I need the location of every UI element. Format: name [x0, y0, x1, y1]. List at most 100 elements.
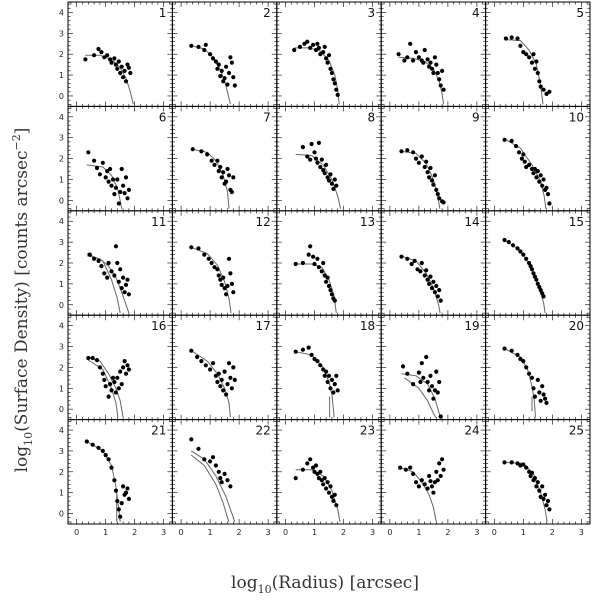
data-point: [425, 57, 430, 62]
y-axis-label: log10(Surface Density) [counts arcsec−2]: [10, 128, 35, 473]
data-point: [118, 189, 123, 195]
panel-frame: [171, 1, 278, 107]
data-point: [116, 386, 121, 391]
data-point: [541, 294, 546, 299]
panel-20: 20: [485, 314, 591, 421]
data-point: [229, 189, 234, 195]
data-point: [428, 274, 433, 279]
data-point: [218, 74, 223, 79]
data-point: [212, 265, 217, 270]
data-point: [110, 375, 116, 380]
data-point: [118, 514, 123, 519]
data-point: [431, 70, 436, 76]
data-point: [516, 150, 522, 155]
data-point: [415, 267, 420, 272]
data-point: [541, 177, 546, 182]
data-point: [524, 52, 529, 57]
data-point: [434, 469, 439, 474]
y-tick-label: 2: [59, 363, 64, 372]
data-point: [437, 196, 442, 201]
data-point: [113, 185, 118, 190]
model-curve: [399, 467, 437, 522]
data-point: [105, 53, 110, 58]
data-point: [329, 292, 334, 297]
data-point: [528, 264, 533, 269]
data-point: [315, 471, 320, 476]
x-tick-label: 2: [341, 528, 346, 537]
x-tick-label: 3: [474, 528, 479, 537]
data-point: [544, 91, 549, 96]
data-point: [529, 166, 535, 172]
y-axis-label-post: ]: [12, 128, 32, 135]
data-point: [429, 484, 435, 489]
data-point: [328, 288, 333, 293]
data-point: [232, 83, 237, 88]
data-point: [331, 186, 336, 191]
data-point: [437, 77, 442, 82]
data-point: [541, 496, 546, 501]
data-point: [432, 388, 437, 393]
data-point: [105, 169, 110, 174]
data-point: [119, 501, 124, 506]
data-point: [313, 463, 319, 468]
data-point: [427, 388, 432, 393]
data-point: [425, 277, 430, 282]
data-point: [121, 275, 126, 280]
data-point: [319, 269, 324, 274]
data-point: [329, 70, 334, 76]
y-tick-label: 2: [59, 259, 64, 268]
data-point: [441, 87, 446, 92]
x-tick-label: 2: [550, 528, 555, 537]
data-point: [424, 268, 429, 273]
data-point: [427, 64, 432, 69]
data-point: [318, 363, 323, 368]
data-point: [309, 352, 314, 357]
panel-18: 18: [276, 314, 382, 421]
data-point: [419, 260, 424, 266]
data-point: [541, 392, 546, 397]
data-point: [228, 55, 233, 60]
data-point: [300, 467, 305, 472]
data-point: [100, 371, 105, 376]
data-point: [547, 507, 552, 512]
data-point: [518, 249, 523, 254]
panel-number: 20: [569, 319, 584, 333]
data-point: [196, 44, 201, 50]
data-point: [441, 467, 446, 472]
data-point: [216, 62, 221, 67]
data-point: [431, 279, 436, 284]
x-axis-label-sub: 10: [258, 583, 272, 596]
data-point: [305, 39, 310, 44]
panel-number: 9: [472, 110, 480, 124]
data-point: [422, 482, 427, 487]
data-point: [90, 355, 95, 361]
data-point: [311, 254, 316, 259]
data-point: [435, 390, 440, 395]
data-point: [514, 144, 519, 149]
data-point: [102, 55, 107, 60]
data-point: [537, 390, 542, 395]
data-point: [229, 281, 234, 286]
data-point: [102, 271, 107, 276]
data-point: [231, 290, 236, 295]
data-point: [529, 267, 535, 272]
panel-number: 1: [159, 6, 167, 20]
data-point: [431, 182, 436, 187]
data-point: [429, 286, 435, 291]
panel-number: 12: [256, 215, 271, 229]
data-point: [318, 52, 323, 57]
data-point: [199, 359, 204, 364]
panel-number: 24: [464, 424, 479, 438]
data-point: [521, 462, 526, 467]
data-point: [202, 252, 207, 257]
data-point: [435, 478, 440, 483]
data-point: [315, 359, 320, 364]
data-point: [396, 52, 401, 57]
data-point: [434, 62, 439, 67]
data-point: [225, 283, 230, 289]
data-point: [418, 379, 423, 385]
data-point: [324, 279, 329, 284]
data-point: [209, 260, 214, 266]
